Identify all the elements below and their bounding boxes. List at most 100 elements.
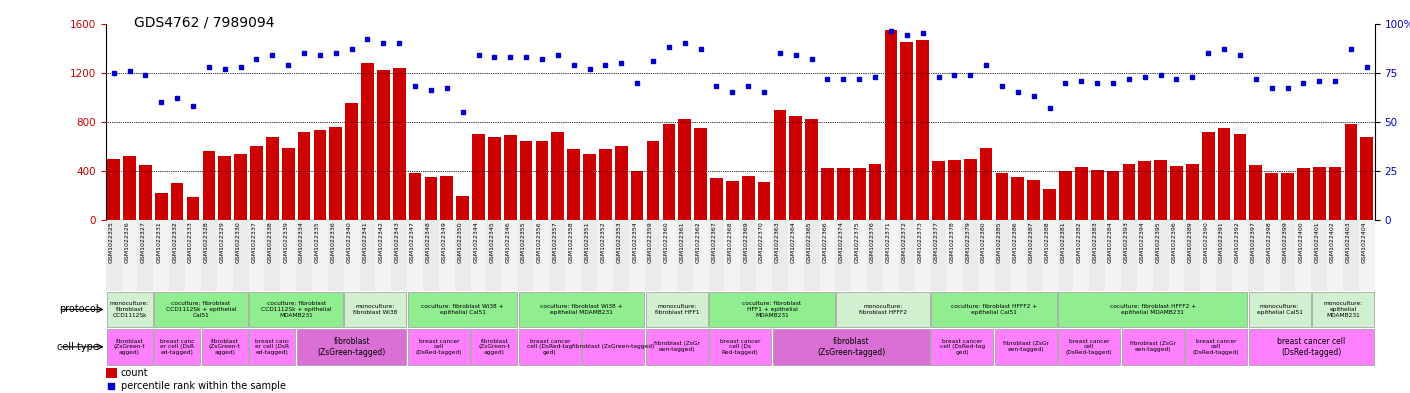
Bar <box>1311 220 1327 291</box>
Bar <box>424 177 437 220</box>
Text: GSM1022368: GSM1022368 <box>728 222 732 263</box>
Text: breast cancer
cell (DsRed-tag
ged): breast cancer cell (DsRed-tag ged) <box>527 338 572 355</box>
Bar <box>980 148 993 220</box>
Bar <box>551 132 564 220</box>
Text: GSM1022338: GSM1022338 <box>268 222 272 263</box>
Bar <box>455 220 471 291</box>
Bar <box>692 220 709 291</box>
Bar <box>1074 167 1087 220</box>
Text: GSM1022351: GSM1022351 <box>585 222 589 263</box>
Bar <box>360 220 375 291</box>
Bar <box>1122 163 1135 220</box>
Bar <box>519 220 534 291</box>
Text: GSM1022372: GSM1022372 <box>902 222 907 263</box>
Text: GSM1022329: GSM1022329 <box>220 222 224 263</box>
Bar <box>963 220 979 291</box>
Bar <box>1249 329 1373 365</box>
Bar <box>1265 173 1277 220</box>
Bar <box>1249 165 1262 220</box>
Text: breast canc
er cell (DsR
ed-tagged): breast canc er cell (DsR ed-tagged) <box>159 338 195 355</box>
Bar <box>407 292 517 327</box>
Bar <box>140 165 152 220</box>
Text: monoculture:
epithelial Cal51: monoculture: epithelial Cal51 <box>1256 304 1303 315</box>
Bar <box>1010 220 1026 291</box>
Text: GSM1022342: GSM1022342 <box>378 222 384 263</box>
Bar <box>1345 124 1358 220</box>
Text: fibroblast
(ZsGreen-t
agged): fibroblast (ZsGreen-t agged) <box>114 338 145 355</box>
Bar <box>948 160 960 220</box>
Text: GSM1022402: GSM1022402 <box>1330 222 1335 263</box>
Bar <box>598 220 613 291</box>
Bar <box>1059 329 1120 365</box>
Bar <box>773 220 788 291</box>
Text: GSM1022382: GSM1022382 <box>1076 222 1081 263</box>
Text: GSM1022404: GSM1022404 <box>1362 222 1366 263</box>
Bar <box>233 220 248 291</box>
Bar <box>1138 161 1151 220</box>
Bar <box>282 148 295 220</box>
Text: GSM1022336: GSM1022336 <box>331 222 336 263</box>
Text: GSM1022362: GSM1022362 <box>695 222 701 263</box>
Bar <box>915 220 931 291</box>
Text: GSM1022330: GSM1022330 <box>235 222 241 263</box>
Text: fibroblast (ZsGreen-tagged): fibroblast (ZsGreen-tagged) <box>572 344 654 349</box>
Bar <box>1122 329 1183 365</box>
Text: coculture: fibroblast
CCD1112Sk + epithelial
Cal51: coculture: fibroblast CCD1112Sk + epithe… <box>166 301 237 318</box>
Bar <box>819 220 835 291</box>
Text: GSM1022355: GSM1022355 <box>522 222 526 263</box>
Bar <box>1042 220 1058 291</box>
Bar <box>202 220 217 291</box>
Text: fibroblast
(ZsGreen-t
agged): fibroblast (ZsGreen-t agged) <box>478 338 510 355</box>
Bar <box>234 154 247 220</box>
Text: fibroblast (ZsGr
een-tagged): fibroblast (ZsGr een-tagged) <box>1129 342 1176 352</box>
Text: coculture: fibroblast
HFF1 + epithelial
MDAMB231: coculture: fibroblast HFF1 + epithelial … <box>743 301 801 318</box>
Bar <box>121 220 138 291</box>
Bar <box>565 220 582 291</box>
Bar <box>979 220 994 291</box>
Text: GSM1022331: GSM1022331 <box>157 222 161 263</box>
Bar <box>663 124 675 220</box>
Bar <box>376 70 389 220</box>
Bar <box>1090 220 1105 291</box>
Text: coculture: fibroblast
CCD1112Sk + epithelial
MDAMB231: coculture: fibroblast CCD1112Sk + epithe… <box>261 301 331 318</box>
Bar <box>773 329 929 365</box>
Bar <box>107 329 152 365</box>
Text: breast canc
er cell (DsR
ed-tagged): breast canc er cell (DsR ed-tagged) <box>255 338 289 355</box>
Bar <box>1344 220 1359 291</box>
Text: monoculture:
fibroblast Wi38: monoculture: fibroblast Wi38 <box>354 304 398 315</box>
Bar <box>931 220 946 291</box>
Text: GSM1022340: GSM1022340 <box>347 222 351 263</box>
Bar <box>1249 292 1310 327</box>
Bar <box>1026 220 1042 291</box>
Bar <box>836 292 929 327</box>
Bar <box>503 135 516 220</box>
Bar <box>646 329 708 365</box>
Bar <box>519 292 644 327</box>
Bar <box>203 151 216 220</box>
Bar <box>502 220 519 291</box>
Text: GSM1022337: GSM1022337 <box>251 222 257 263</box>
Text: GSM1022388: GSM1022388 <box>1045 222 1049 263</box>
Text: protocol: protocol <box>59 304 99 314</box>
Bar <box>407 220 423 291</box>
Text: GSM1022383: GSM1022383 <box>1093 222 1097 263</box>
Bar <box>1263 220 1280 291</box>
Bar <box>534 220 550 291</box>
Text: GSM1022394: GSM1022394 <box>1139 222 1145 263</box>
Bar <box>757 182 770 220</box>
Text: GSM1022378: GSM1022378 <box>949 222 955 263</box>
Text: GSM1022346: GSM1022346 <box>505 222 510 263</box>
Bar <box>647 141 660 220</box>
Bar <box>709 220 725 291</box>
Bar <box>725 220 740 291</box>
Bar <box>185 220 202 291</box>
Bar <box>440 176 453 220</box>
Text: GSM1022386: GSM1022386 <box>1012 222 1018 263</box>
Bar <box>471 220 486 291</box>
Bar <box>1155 160 1167 220</box>
Text: GSM1022360: GSM1022360 <box>664 222 668 263</box>
Bar <box>361 63 374 220</box>
Text: fibroblast
(ZsGreen-tagged): fibroblast (ZsGreen-tagged) <box>317 337 386 356</box>
Text: breast cancer cell
(DsRed-tagged): breast cancer cell (DsRed-tagged) <box>1277 337 1345 356</box>
Bar <box>852 220 867 291</box>
